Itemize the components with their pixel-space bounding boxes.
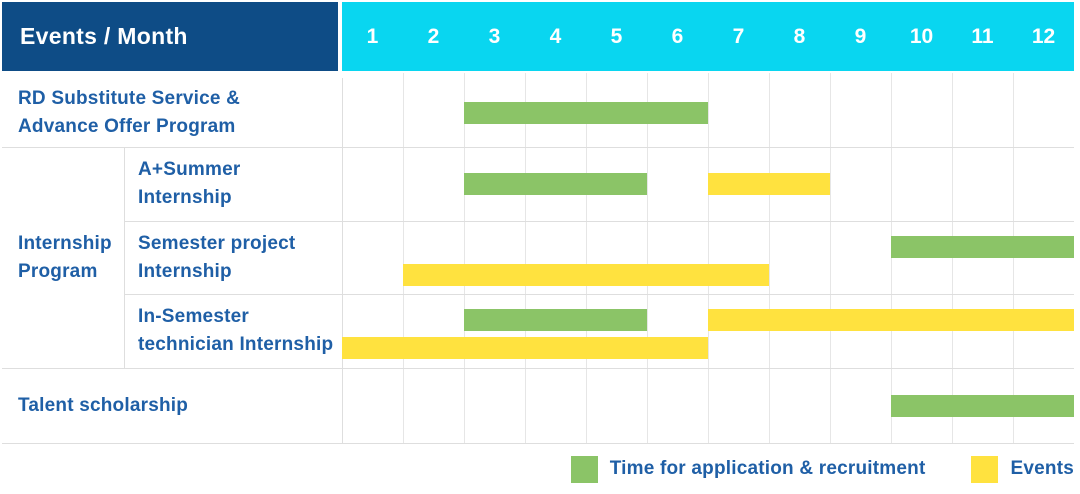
bar-event-row4-m1-6 [342, 337, 708, 359]
bar-event-row4-m7-12 [708, 309, 1074, 331]
row-label-rd-substitute-line: Advance Offer Program [18, 115, 236, 137]
row-label-rd-substitute: RD Substitute Service & Advance Offer Pro… [2, 78, 342, 147]
row-label-semester-project-line: Internship [138, 260, 232, 282]
month-header-row: 1 2 3 4 5 6 7 8 9 10 11 12 [342, 2, 1074, 71]
month-gridline-5 [647, 73, 648, 443]
month-label-10: 10 [909, 24, 934, 48]
bar-application-row1-m3-6 [464, 102, 708, 124]
month-label-8: 8 [793, 24, 806, 48]
group-sublabel-divider [124, 147, 125, 368]
legend: Time for application & recruitment Event… [570, 454, 1074, 484]
row-label-in-semester-technician-line: technician Internship [138, 334, 334, 355]
month-gridline-8 [830, 73, 831, 443]
month-label-3: 3 [488, 24, 501, 48]
month-gridline-11 [1013, 73, 1014, 443]
row-label-a-plus-summer-line: A+Summer [138, 159, 241, 180]
month-gridline-6 [708, 73, 709, 443]
legend-events-swatch-icon [971, 455, 999, 483]
label-chart-divider [342, 78, 343, 443]
month-label-5: 5 [610, 24, 623, 48]
row-label-in-semester-technician: In-Semester technician Internship [124, 294, 342, 368]
month-label-2: 2 [427, 24, 440, 48]
header-title: Events / Month [20, 23, 188, 49]
row-label-talent-scholarship-line: Talent scholarship [18, 394, 189, 416]
month-label-9: 9 [854, 24, 867, 48]
month-gridline-2 [464, 73, 465, 443]
month-label-7: 7 [732, 24, 745, 48]
month-label-12: 12 [1031, 24, 1056, 48]
row-border-2 [124, 221, 1074, 222]
row-label-in-semester-technician-line: In-Semester [138, 306, 249, 327]
row-label-talent-scholarship: Talent scholarship [2, 368, 342, 443]
row-label-a-plus-summer-line: Internship [138, 187, 232, 208]
month-gridline-3 [525, 73, 526, 443]
row-border-3 [124, 294, 1074, 295]
legend-application-swatch-icon [570, 455, 598, 483]
month-label-1: 1 [366, 24, 379, 48]
month-gridline-7 [769, 73, 770, 443]
month-label-4: 4 [549, 24, 562, 48]
events-month-header-cell: Events / Month [2, 2, 338, 71]
row-label-a-plus-summer: A+Summer Internship [124, 147, 342, 221]
month-label-11: 11 [971, 24, 994, 48]
row-border-1 [2, 147, 1074, 148]
bar-application-row2-m3-5 [464, 173, 647, 195]
legend-label-events: Events [1010, 458, 1074, 479]
month-gridline-9 [891, 73, 892, 443]
bar-application-row3-m10-12 [891, 236, 1074, 258]
row-label-semester-project-line: Semester project [138, 232, 296, 254]
month-gridline-1 [403, 73, 404, 443]
legend-label-application: Time for application & recruitment [609, 458, 926, 479]
bar-application-row5-m10-12 [891, 395, 1074, 417]
bar-event-row2-m7-8 [708, 173, 830, 195]
bar-event-row3-m2-7 [403, 264, 769, 286]
group-label-internship-program-line: Internship [18, 232, 112, 254]
table-bottom-border [2, 443, 1074, 444]
row-label-semester-project: Semester project Internship [124, 221, 342, 294]
row-label-rd-substitute-line: RD Substitute Service & [18, 87, 241, 109]
month-gridline-10 [952, 73, 953, 443]
row-border-4 [2, 368, 1074, 369]
month-label-6: 6 [671, 24, 684, 48]
bar-application-row4-m3-5 [464, 309, 647, 331]
group-label-internship-program-line: Program [18, 260, 98, 282]
group-label-internship-program: Internship Program [2, 147, 124, 368]
month-gridline-4 [586, 73, 587, 443]
